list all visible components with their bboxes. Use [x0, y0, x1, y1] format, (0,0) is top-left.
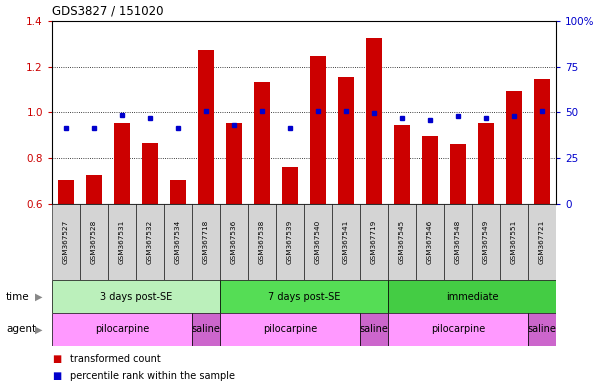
Bar [220, 280, 388, 313]
Bar [220, 204, 248, 280]
Bar [52, 204, 80, 280]
Bar [254, 81, 269, 204]
Bar [248, 204, 276, 280]
Bar [58, 180, 74, 204]
Bar [332, 204, 360, 280]
Bar [108, 204, 136, 280]
Text: ■: ■ [52, 371, 61, 381]
Text: ▶: ▶ [35, 324, 42, 334]
Bar [164, 204, 192, 280]
Bar [276, 204, 304, 280]
Text: GSM367721: GSM367721 [539, 220, 545, 264]
Text: GSM367541: GSM367541 [343, 220, 349, 264]
Text: GDS3827 / 151020: GDS3827 / 151020 [52, 4, 163, 17]
Text: pilocarpine: pilocarpine [263, 324, 317, 334]
Bar [338, 77, 354, 204]
Bar [114, 122, 130, 204]
Bar [450, 144, 466, 204]
Text: transformed count: transformed count [70, 354, 161, 364]
Text: GSM367538: GSM367538 [259, 220, 265, 264]
Bar [198, 50, 214, 204]
Text: GSM367549: GSM367549 [483, 220, 489, 264]
Text: GSM367548: GSM367548 [455, 220, 461, 264]
Bar [478, 122, 494, 204]
Text: immediate: immediate [446, 291, 498, 302]
Bar [170, 180, 186, 204]
Bar [86, 175, 101, 204]
Text: time: time [6, 291, 30, 302]
Bar [282, 167, 298, 204]
Text: pilocarpine: pilocarpine [95, 324, 149, 334]
Bar [472, 204, 500, 280]
Text: GSM367531: GSM367531 [119, 220, 125, 264]
Bar [528, 204, 556, 280]
Text: 3 days post-SE: 3 days post-SE [100, 291, 172, 302]
Bar [52, 280, 220, 313]
Text: ▶: ▶ [35, 291, 42, 302]
Text: ■: ■ [52, 354, 61, 364]
Bar [388, 280, 556, 313]
Text: agent: agent [6, 324, 36, 334]
Text: pilocarpine: pilocarpine [431, 324, 485, 334]
Bar [394, 125, 410, 204]
Text: GSM367545: GSM367545 [399, 220, 405, 264]
Text: saline: saline [527, 324, 557, 334]
Bar [80, 204, 108, 280]
Bar [192, 313, 220, 346]
Bar [192, 204, 220, 280]
Text: GSM367551: GSM367551 [511, 220, 517, 264]
Text: GSM367536: GSM367536 [231, 220, 237, 264]
Bar [422, 136, 437, 204]
Bar [142, 143, 158, 204]
Bar [416, 204, 444, 280]
Bar [366, 38, 382, 204]
Bar [534, 79, 550, 204]
Text: GSM367540: GSM367540 [315, 220, 321, 264]
Bar [360, 313, 388, 346]
Text: GSM367539: GSM367539 [287, 220, 293, 264]
Bar [226, 122, 242, 204]
Bar [310, 56, 326, 204]
Bar [304, 204, 332, 280]
Text: GSM367528: GSM367528 [91, 220, 97, 264]
Bar [388, 204, 416, 280]
Text: GSM367527: GSM367527 [63, 220, 69, 264]
Text: GSM367534: GSM367534 [175, 220, 181, 264]
Text: saline: saline [359, 324, 389, 334]
Text: percentile rank within the sample: percentile rank within the sample [70, 371, 235, 381]
Bar [136, 204, 164, 280]
Bar [528, 313, 556, 346]
Bar [360, 204, 388, 280]
Bar [388, 313, 528, 346]
Text: GSM367546: GSM367546 [427, 220, 433, 264]
Text: GSM367718: GSM367718 [203, 220, 209, 264]
Bar [220, 313, 360, 346]
Text: 7 days post-SE: 7 days post-SE [268, 291, 340, 302]
Text: saline: saline [191, 324, 221, 334]
Text: GSM367719: GSM367719 [371, 220, 377, 264]
Bar [444, 204, 472, 280]
Text: GSM367532: GSM367532 [147, 220, 153, 264]
Bar [500, 204, 528, 280]
Bar [52, 313, 192, 346]
Bar [507, 91, 522, 204]
